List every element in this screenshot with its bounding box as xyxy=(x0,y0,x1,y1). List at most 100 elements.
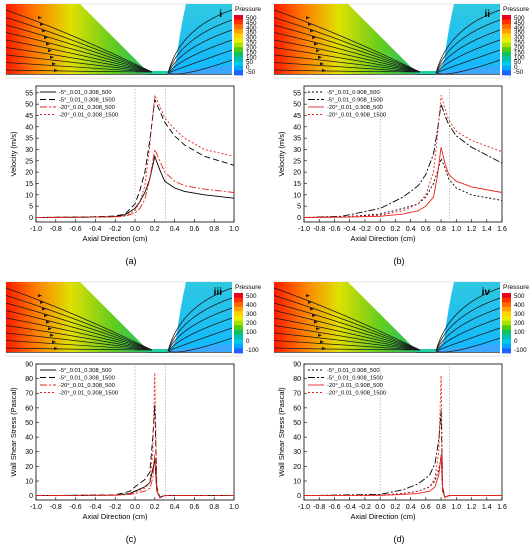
pressure-legend: Pressure 500 400 300 200 100 0 -100 xyxy=(502,284,529,354)
contour-image: ii xyxy=(273,3,511,79)
streamline xyxy=(273,325,421,351)
pressure-swatch xyxy=(502,306,511,312)
series-line-1 xyxy=(35,97,235,218)
y-tick-label: 30 xyxy=(293,449,301,456)
pressure-tick: 350 xyxy=(246,30,257,37)
pressure-swatch xyxy=(502,65,511,71)
streamline xyxy=(5,39,153,73)
x-tick-label: 0.8 xyxy=(209,226,219,233)
y-tick-label: 10 xyxy=(25,478,33,485)
pressure-swatch xyxy=(502,24,511,30)
y-tick-label: 25 xyxy=(25,158,33,165)
x-tick-label: -1.0 xyxy=(298,226,310,233)
streamline xyxy=(435,297,501,352)
streamline-arrow xyxy=(306,16,310,20)
pressure-swatch xyxy=(234,38,243,44)
y-tick-label: 40 xyxy=(25,124,33,131)
pressure-tick: 150 xyxy=(246,49,257,56)
throat-region xyxy=(148,349,168,353)
x-tick-label: -0.6 xyxy=(328,226,340,233)
pressure-title: Pressure xyxy=(503,284,529,291)
streamline xyxy=(435,317,501,352)
streamline xyxy=(435,9,501,74)
pressure-tick: 500 xyxy=(246,293,257,300)
pressure-swatch xyxy=(502,334,511,340)
panel-label: i xyxy=(219,9,222,20)
pressure-tick: 300 xyxy=(514,311,525,318)
streamline-arrow xyxy=(52,62,56,66)
plot-a: -1.0 -0.8 -0.6 -0.4 -0.2 0.0 0.2 0.4 0.6 0.8 1.0 0 5… xyxy=(9,85,239,243)
pressure-swatch xyxy=(234,65,243,71)
pressure-swatch xyxy=(502,311,511,317)
streamline xyxy=(5,54,153,73)
streamline xyxy=(273,310,421,351)
legend-entry: -20°_0.01_0.908_500 xyxy=(327,105,383,111)
pressure-tick: 400 xyxy=(514,302,525,309)
plot-frame xyxy=(35,363,235,501)
pressure-tick: 300 xyxy=(514,35,525,42)
streamline xyxy=(435,337,501,353)
pressure-swatch xyxy=(234,42,243,48)
y-tick-label: 45 xyxy=(293,113,301,120)
x-tick-label: 0.4 xyxy=(406,226,416,233)
pressure-swatch xyxy=(234,343,243,349)
streamline xyxy=(5,340,153,351)
x-tick-label: -0.8 xyxy=(50,504,62,511)
legend-entry: -5°_0.01_0.308_1500 xyxy=(59,98,115,104)
pressure-swatch xyxy=(234,56,243,62)
legend-entry: -20°_0.01_0.308_500 xyxy=(59,383,115,389)
y-tick-label: 20 xyxy=(25,464,33,471)
y-tick-label: 5 xyxy=(29,204,33,211)
x-tick-label: 1.2 xyxy=(467,226,477,233)
streamline xyxy=(273,295,421,351)
y-tick-label: 60 xyxy=(293,405,301,412)
streamline xyxy=(435,287,501,352)
streamline xyxy=(273,287,421,351)
pressure-tick: -50 xyxy=(246,69,256,76)
streamline-arrow xyxy=(312,35,316,40)
outlet-region xyxy=(166,4,232,74)
pressure-tick: 300 xyxy=(246,35,257,42)
pressure-tick: 50 xyxy=(514,59,522,66)
streamline xyxy=(5,347,153,351)
pressure-legend: Pressure500450400350300250200150100500-5… xyxy=(502,6,529,76)
y-axis-label: Wall Shear Stress (Pascal) xyxy=(277,387,286,477)
streamline xyxy=(435,39,501,74)
streamline-arrow xyxy=(42,29,46,33)
x-tick-label: 1.4 xyxy=(482,504,492,511)
y-tick-label: 30 xyxy=(25,449,33,456)
streamline-arrow xyxy=(50,55,54,59)
pressure-swatch xyxy=(502,51,511,57)
streamline xyxy=(273,17,421,73)
pressure-tick: 250 xyxy=(246,40,257,47)
streamline-arrow xyxy=(46,320,50,324)
pressure-swatch xyxy=(234,61,243,67)
streamline xyxy=(167,297,233,352)
streamline xyxy=(167,59,233,75)
y-tick-label: 10 xyxy=(293,192,301,199)
y-tick-label: 30 xyxy=(293,147,301,154)
pressure-swatch xyxy=(502,70,511,76)
throat-region xyxy=(416,349,436,353)
pressure-tick: 500 xyxy=(514,15,525,22)
streamline-arrow xyxy=(308,22,312,26)
pressure-tick: -100 xyxy=(514,347,527,354)
pressure-swatch xyxy=(502,343,511,349)
streamline xyxy=(273,317,421,351)
y-tick-label: 50 xyxy=(293,420,301,427)
pressure-swatch xyxy=(234,19,243,25)
y-tick-label: 20 xyxy=(293,170,301,177)
pressure-tick: 0 xyxy=(514,64,518,71)
panel-label: iv xyxy=(482,287,491,298)
legend-entry: -20°_0.01_0.308_1500 xyxy=(59,113,118,119)
streamline xyxy=(273,54,421,73)
pressure-swatch xyxy=(502,293,511,299)
y-tick-label: 90 xyxy=(293,362,301,369)
streamline xyxy=(435,19,501,74)
pressure-swatch xyxy=(502,320,511,326)
streamline-arrow xyxy=(38,16,42,20)
y-tick-label: 70 xyxy=(293,391,301,398)
series-line-1 xyxy=(303,103,503,218)
streamline xyxy=(273,62,421,73)
x-tick-label: 0.8 xyxy=(436,504,446,511)
